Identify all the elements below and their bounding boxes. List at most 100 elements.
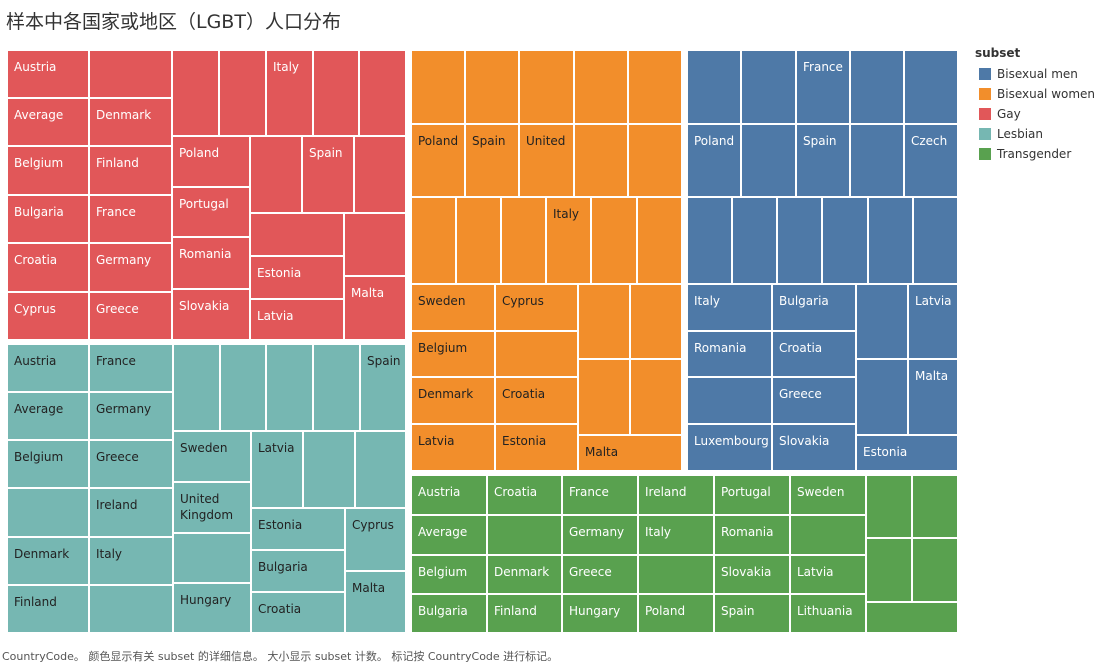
treemap-cell-gay[interactable]: Spain <box>302 136 354 213</box>
treemap-cell-bisexual-women[interactable] <box>628 50 682 124</box>
treemap-cell-transgender[interactable]: Austria <box>411 475 487 515</box>
treemap-cell-bisexual-men[interactable] <box>687 50 741 124</box>
treemap-cell-transgender[interactable] <box>912 475 958 538</box>
treemap-cell-gay[interactable]: Denmark <box>89 98 172 146</box>
treemap-cell-bisexual-women[interactable] <box>501 197 546 284</box>
treemap-cell-gay[interactable]: Croatia <box>7 243 89 292</box>
treemap-cell-gay[interactable] <box>219 50 266 136</box>
treemap-cell-transgender[interactable]: Lithuania <box>790 594 866 633</box>
treemap-cell-bisexual-women[interactable]: Latvia <box>411 424 495 471</box>
treemap-cell-bisexual-women[interactable] <box>578 359 630 435</box>
treemap-cell-gay[interactable]: Cyprus <box>7 292 89 340</box>
treemap-cell-bisexual-women[interactable] <box>519 50 574 124</box>
treemap-cell-bisexual-men[interactable] <box>913 197 958 284</box>
treemap-cell-bisexual-women[interactable] <box>578 284 630 359</box>
treemap-cell-lesbian[interactable] <box>313 344 360 431</box>
treemap-cell-bisexual-men[interactable]: Poland <box>687 124 741 197</box>
treemap-cell-transgender[interactable] <box>866 475 912 538</box>
treemap-cell-gay[interactable] <box>250 136 302 213</box>
treemap-cell-bisexual-women[interactable]: Estonia <box>495 424 578 471</box>
treemap-cell-bisexual-men[interactable] <box>850 124 904 197</box>
treemap-cell-transgender[interactable]: Ireland <box>638 475 714 515</box>
treemap-cell-gay[interactable]: Estonia <box>250 256 344 299</box>
treemap-cell-bisexual-men[interactable]: Spain <box>796 124 850 197</box>
treemap-cell-bisexual-men[interactable]: Croatia <box>772 331 856 377</box>
treemap-cell-lesbian[interactable]: Denmark <box>7 537 89 585</box>
treemap-cell-transgender[interactable]: Belgium <box>411 555 487 594</box>
treemap-cell-gay[interactable] <box>359 50 406 136</box>
treemap-cell-gay[interactable]: Finland <box>89 146 172 195</box>
treemap-cell-bisexual-women[interactable] <box>637 197 682 284</box>
treemap-cell-bisexual-men[interactable]: Latvia <box>908 284 958 359</box>
treemap-cell-lesbian[interactable] <box>303 431 355 508</box>
treemap-cell-bisexual-men[interactable]: Luxembourg <box>687 424 772 471</box>
treemap-cell-lesbian[interactable] <box>89 585 173 633</box>
treemap-cell-bisexual-women[interactable]: Croatia <box>495 377 578 424</box>
treemap-cell-lesbian[interactable]: Italy <box>89 537 173 585</box>
treemap-cell-bisexual-women[interactable]: Italy <box>546 197 591 284</box>
treemap-cell-gay[interactable]: Slovakia <box>172 289 250 340</box>
treemap-cell-gay[interactable]: Portugal <box>172 187 250 237</box>
treemap-cell-lesbian[interactable]: Hungary <box>173 583 251 633</box>
treemap-cell-lesbian[interactable]: Malta <box>345 571 406 633</box>
treemap-cell-bisexual-men[interactable]: Bulgaria <box>772 284 856 331</box>
treemap-cell-bisexual-women[interactable]: Denmark <box>411 377 495 424</box>
treemap-cell-bisexual-men[interactable] <box>732 197 777 284</box>
treemap-cell-transgender[interactable]: Poland <box>638 594 714 633</box>
treemap-cell-gay[interactable]: Bulgaria <box>7 195 89 243</box>
treemap-cell-lesbian[interactable] <box>173 344 220 431</box>
treemap-cell-bisexual-men[interactable]: Slovakia <box>772 424 856 471</box>
treemap-cell-transgender[interactable]: Slovakia <box>714 555 790 594</box>
treemap-cell-bisexual-men[interactable]: Estonia <box>856 435 958 471</box>
treemap-cell-transgender[interactable]: Latvia <box>790 555 866 594</box>
treemap-cell-transgender[interactable]: Portugal <box>714 475 790 515</box>
treemap-cell-transgender[interactable]: Romania <box>714 515 790 555</box>
treemap-cell-gay[interactable]: France <box>89 195 172 243</box>
treemap-cell-transgender[interactable]: Average <box>411 515 487 555</box>
treemap-cell-bisexual-women[interactable] <box>456 197 501 284</box>
treemap-cell-transgender[interactable] <box>487 515 562 555</box>
treemap-cell-lesbian[interactable]: Greece <box>89 440 173 488</box>
treemap-cell-lesbian[interactable] <box>266 344 313 431</box>
treemap-cell-bisexual-women[interactable] <box>628 124 682 197</box>
treemap-cell-bisexual-women[interactable] <box>630 359 682 435</box>
treemap-cell-lesbian[interactable]: Sweden <box>173 431 251 482</box>
treemap-cell-bisexual-men[interactable] <box>741 50 796 124</box>
treemap-cell-bisexual-women[interactable]: Cyprus <box>495 284 578 331</box>
treemap-cell-bisexual-men[interactable] <box>687 197 732 284</box>
treemap-cell-gay[interactable]: Italy <box>266 50 313 136</box>
treemap-cell-bisexual-men[interactable] <box>868 197 913 284</box>
treemap-cell-lesbian[interactable]: Cyprus <box>345 508 406 571</box>
legend-item-lesbian[interactable]: Lesbian <box>975 124 1095 144</box>
treemap-cell-gay[interactable] <box>344 213 406 276</box>
treemap-cell-gay[interactable] <box>250 213 344 256</box>
treemap-cell-transgender[interactable]: Denmark <box>487 555 562 594</box>
treemap-cell-transgender[interactable] <box>790 515 866 555</box>
treemap-cell-gay[interactable]: Latvia <box>250 299 344 340</box>
treemap-cell-transgender[interactable]: Italy <box>638 515 714 555</box>
treemap-cell-lesbian[interactable]: Belgium <box>7 440 89 488</box>
legend-item-bisexual-women[interactable]: Bisexual women <box>975 84 1095 104</box>
treemap-cell-transgender[interactable] <box>866 602 958 633</box>
treemap-cell-gay[interactable]: Malta <box>344 276 406 340</box>
treemap-cell-lesbian[interactable]: Spain <box>360 344 406 431</box>
treemap-cell-bisexual-women[interactable] <box>591 197 637 284</box>
treemap-cell-lesbian[interactable]: Ireland <box>89 488 173 537</box>
treemap-cell-bisexual-women[interactable]: Belgium <box>411 331 495 377</box>
treemap-cell-bisexual-men[interactable] <box>856 284 908 359</box>
treemap-cell-transgender[interactable] <box>912 538 958 602</box>
treemap-cell-lesbian[interactable]: Croatia <box>251 592 345 633</box>
treemap-cell-bisexual-women[interactable] <box>574 124 628 197</box>
treemap-cell-gay[interactable]: Poland <box>172 136 250 187</box>
treemap-cell-gay[interactable]: Belgium <box>7 146 89 195</box>
treemap-cell-lesbian[interactable]: United Kingdom <box>173 482 251 533</box>
treemap-cell-lesbian[interactable]: Finland <box>7 585 89 633</box>
treemap-cell-bisexual-men[interactable] <box>850 50 904 124</box>
treemap-cell-gay[interactable]: Romania <box>172 237 250 289</box>
treemap-cell-transgender[interactable]: Finland <box>487 594 562 633</box>
treemap-cell-transgender[interactable]: Germany <box>562 515 638 555</box>
treemap-cell-bisexual-men[interactable] <box>856 359 908 435</box>
treemap-cell-lesbian[interactable]: France <box>89 344 173 392</box>
treemap-cell-lesbian[interactable]: Austria <box>7 344 89 392</box>
treemap-cell-bisexual-men[interactable] <box>822 197 868 284</box>
